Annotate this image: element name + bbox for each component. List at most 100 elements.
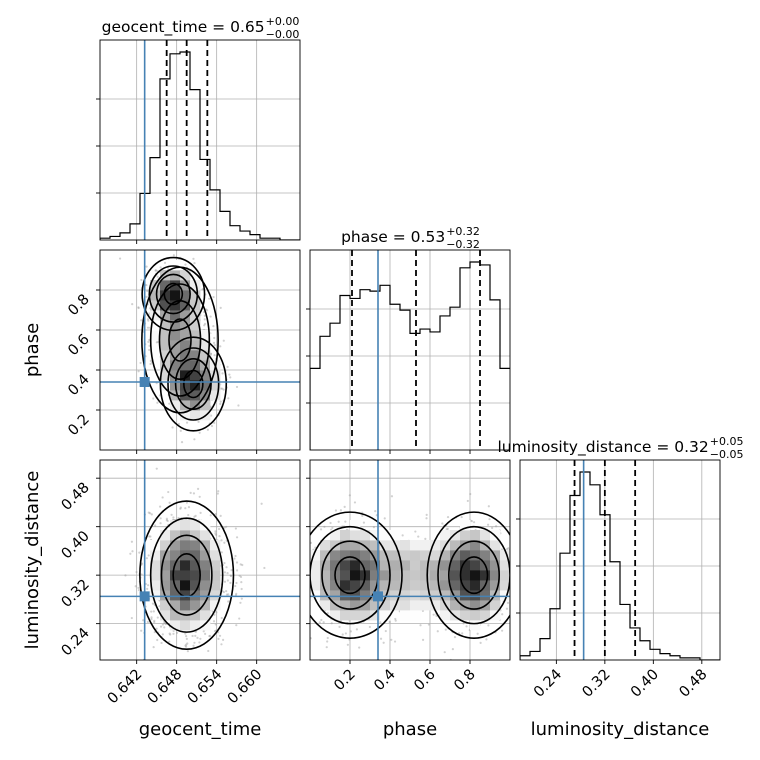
- sample-point: [208, 635, 211, 638]
- density-cell: [450, 570, 461, 581]
- sample-point: [147, 319, 150, 322]
- sample-point: [510, 592, 512, 594]
- sample-point: [209, 514, 212, 517]
- sample-point: [168, 402, 171, 405]
- panel-frame: [309, 249, 511, 451]
- density-cell: [440, 560, 451, 571]
- contour-line: [167, 347, 220, 421]
- density-cell: [180, 580, 191, 591]
- density-cell: [170, 590, 181, 601]
- sample-point: [168, 632, 171, 635]
- density-cell: [480, 550, 491, 561]
- density-cell: [490, 540, 501, 551]
- sample-point: [227, 600, 230, 603]
- sample-point: [310, 637, 312, 640]
- sample-point: [320, 618, 323, 622]
- density-cell: [470, 590, 481, 601]
- density-cell: [370, 570, 381, 581]
- density-cell: [370, 530, 381, 541]
- sample-point: [192, 257, 195, 260]
- density-cell: [180, 360, 191, 371]
- y-tick-label: 0.48: [59, 480, 93, 514]
- y-tick-label: 0.24: [59, 625, 93, 659]
- sample-point: [156, 638, 159, 642]
- sample-point: [149, 362, 152, 366]
- sample-point: [390, 495, 394, 498]
- sample-point: [212, 620, 216, 623]
- density-cell: [480, 590, 491, 601]
- sample-point: [161, 496, 164, 499]
- sample-point: [163, 261, 167, 264]
- density-cell: [320, 560, 331, 571]
- density-cell: [450, 580, 461, 591]
- sample-point: [150, 610, 153, 613]
- sample-point: [156, 401, 159, 404]
- sample-point: [145, 283, 148, 287]
- density-cell: [360, 540, 371, 551]
- density-cell: [400, 590, 411, 601]
- sample-point: [159, 266, 162, 269]
- density-cell: [410, 590, 421, 601]
- density-cell: [390, 530, 401, 541]
- sample-point: [140, 562, 144, 565]
- sample-point: [185, 637, 188, 640]
- density-cell: [410, 570, 421, 581]
- sample-point: [421, 638, 425, 641]
- density-cell: [420, 570, 431, 581]
- density-cell: [170, 370, 181, 381]
- density-cell: [210, 540, 221, 551]
- sample-point: [469, 492, 472, 496]
- density-cell: [340, 560, 351, 571]
- title-upper: +0.05: [710, 435, 744, 448]
- sample-point: [223, 580, 227, 583]
- sample-point: [219, 400, 222, 403]
- sample-point: [240, 597, 243, 600]
- sample-point: [215, 611, 218, 614]
- density-cell: [390, 570, 401, 581]
- sample-point: [424, 537, 427, 540]
- density-cell: [350, 600, 361, 611]
- sample-point: [239, 575, 243, 579]
- density-cell: [450, 560, 461, 571]
- sample-point: [260, 502, 263, 505]
- sample-point: [355, 628, 359, 631]
- density-cell: [350, 560, 361, 571]
- sample-point: [229, 574, 232, 577]
- sample-point: [187, 513, 190, 517]
- panel-frame: [99, 39, 301, 241]
- sample-point: [306, 547, 308, 549]
- sample-point: [140, 278, 143, 282]
- sample-point: [175, 631, 179, 634]
- density-cell: [470, 550, 481, 561]
- sample-point: [208, 297, 211, 300]
- density-cell: [170, 310, 181, 321]
- panel-body: [100, 250, 300, 450]
- contour-line: [334, 556, 366, 595]
- density-cell: [410, 550, 421, 561]
- sample-point: [353, 501, 357, 504]
- density-cell: [170, 290, 181, 301]
- density-cell: [350, 590, 361, 601]
- density-cell: [200, 350, 211, 361]
- density-cell: [460, 520, 471, 531]
- density-cell: [170, 520, 181, 531]
- density-cell: [430, 590, 441, 601]
- sample-point: [194, 634, 197, 638]
- x-axis-label-phase: phase: [383, 719, 437, 740]
- sample-point: [140, 629, 143, 632]
- density-cell: [160, 290, 171, 301]
- contour-line: [168, 318, 192, 362]
- density-cell: [440, 610, 451, 621]
- sample-point: [501, 629, 504, 632]
- density-cell: [360, 560, 371, 571]
- sample-point: [292, 537, 294, 539]
- density-cell: [380, 570, 391, 581]
- sample-point: [507, 547, 510, 550]
- density-cell: [320, 580, 331, 591]
- sample-point: [220, 616, 223, 620]
- panel-geocent_time-vs-luminosity_distance: [96, 459, 301, 664]
- density-cell: [380, 590, 391, 601]
- sample-point: [187, 506, 191, 509]
- density-cell: [170, 360, 181, 371]
